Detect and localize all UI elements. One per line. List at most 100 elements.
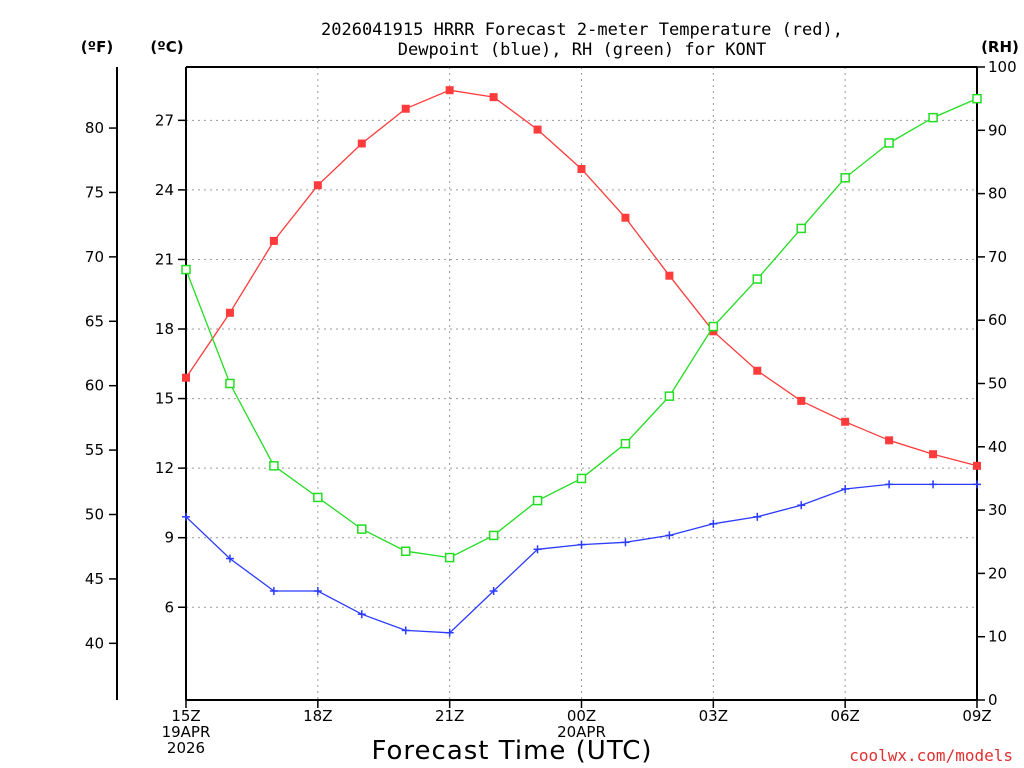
rh-point <box>884 138 894 148</box>
time-tick-label: 18Z <box>303 707 332 725</box>
x-axis-title: Forecast Time (UTC) <box>371 736 652 766</box>
rh-tick-label: 60 <box>988 311 1007 329</box>
rh-point <box>181 264 191 275</box>
temperature-point <box>401 104 410 113</box>
dewpoint-point <box>313 587 322 596</box>
dewpoint-point <box>753 512 762 521</box>
temperature-point <box>533 125 542 134</box>
rh-point <box>576 473 587 484</box>
temperature-point <box>489 93 498 102</box>
fahrenheit-tick-label: 50 <box>85 506 104 524</box>
temperature-point <box>885 436 894 445</box>
fahrenheit-tick-label: 75 <box>85 183 104 201</box>
time-tick-label: 00Z <box>567 707 596 725</box>
temperature-point <box>665 271 674 280</box>
chart-title-line-2: Dewpoint (blue), RH (green) for KONT <box>398 40 766 60</box>
celsius-tick-label: 27 <box>155 111 174 129</box>
dewpoint-point <box>269 587 278 596</box>
temperature-point <box>182 373 190 382</box>
rh-point <box>664 391 675 401</box>
rh-point <box>357 524 367 534</box>
temperature-point <box>841 417 850 426</box>
dewpoint-point <box>709 519 718 528</box>
rh-point <box>488 530 499 541</box>
rh-point <box>444 552 455 563</box>
gridlines <box>186 67 977 700</box>
dewpoint-point <box>841 485 850 493</box>
rh-tick-label: 10 <box>988 628 1007 646</box>
rh-point <box>269 461 279 471</box>
dewpoint-point <box>621 538 630 547</box>
dewpoint-point <box>445 628 454 637</box>
dewpoint-point <box>797 501 806 510</box>
celsius-tick-label: 24 <box>155 181 174 199</box>
rh-point <box>840 173 850 183</box>
temperature-point <box>269 236 278 245</box>
temperature-point <box>577 165 586 174</box>
temperature-point <box>225 308 234 317</box>
rh-point <box>532 495 543 506</box>
dewpoint-point <box>225 554 234 563</box>
fahrenheit-tick-label: 65 <box>85 312 104 330</box>
celsius-tick-label: 12 <box>155 459 174 477</box>
axes: 40 45 50 55 60 65 70 75 80 6 9 12 15 18 21 24 27 0 10 20 30 4… <box>85 58 1017 757</box>
temperature-point <box>753 366 762 375</box>
dewpoint-point <box>489 587 498 596</box>
dewpoint-point <box>357 610 366 619</box>
dewpoint-point <box>182 512 190 521</box>
fahrenheit-tick-label: 80 <box>85 119 104 137</box>
temperature-point <box>357 139 366 148</box>
celsius-unit-label: (ºC) <box>150 38 183 56</box>
dewpoint-point <box>533 545 542 554</box>
rh-unit-label: (RH) <box>981 38 1019 56</box>
time-tick-label: 09Z <box>962 707 991 725</box>
rh-tick-label: 70 <box>988 248 1007 266</box>
rh-tick-label: 30 <box>988 501 1007 519</box>
celsius-tick-label: 6 <box>164 598 174 616</box>
date-label: 19APR <box>162 723 211 741</box>
date-label: 2026 <box>167 739 205 757</box>
dewpoint-point <box>973 480 981 489</box>
dewpoint-point <box>929 480 938 489</box>
date-label: 20APR <box>557 723 606 741</box>
temperature-point <box>973 461 981 470</box>
fahrenheit-tick-label: 60 <box>85 377 104 395</box>
rh-tick-label: 90 <box>988 121 1007 139</box>
fahrenheit-tick-label: 70 <box>85 248 104 266</box>
rh-point <box>708 321 719 332</box>
credit-label: coolwx.com/models <box>849 746 1013 765</box>
temperature-point <box>709 327 718 336</box>
rh-tick-label: 80 <box>988 185 1007 203</box>
temperature-point <box>621 213 630 222</box>
temperature-point <box>929 450 938 459</box>
fahrenheit-tick-label: 55 <box>85 441 104 459</box>
fahrenheit-tick-label: 45 <box>85 570 104 588</box>
time-tick-label: 15Z <box>171 707 200 725</box>
rh-point <box>796 223 806 234</box>
rh-point <box>313 492 323 503</box>
rh-tick-label: 50 <box>988 375 1007 393</box>
celsius-tick-label: 9 <box>164 529 174 547</box>
fahrenheit-unit-label: (ºF) <box>81 38 113 56</box>
time-tick-label: 06Z <box>830 707 859 725</box>
temperature-point <box>797 396 806 405</box>
data-series <box>181 86 982 637</box>
rh-point <box>620 438 631 449</box>
rh-tick-label: 0 <box>988 691 998 709</box>
fahrenheit-tick-label: 40 <box>85 634 104 652</box>
rh-point <box>752 274 763 284</box>
rh-point <box>928 112 938 123</box>
dewpoint-point <box>665 531 674 540</box>
rh-tick-label: 20 <box>988 564 1007 582</box>
dewpoint-point <box>577 540 586 549</box>
chart-title-line-1: 2026041915 HRRR Forecast 2-meter Tempera… <box>321 20 843 40</box>
dewpoint-point <box>885 480 894 489</box>
rh-tick-label: 100 <box>988 58 1017 76</box>
celsius-tick-label: 21 <box>155 250 174 268</box>
time-tick-label: 03Z <box>699 707 728 725</box>
rh-point <box>225 378 235 389</box>
celsius-tick-label: 18 <box>155 320 174 338</box>
temperature-point <box>313 181 322 190</box>
dewpoint-point <box>401 626 410 635</box>
